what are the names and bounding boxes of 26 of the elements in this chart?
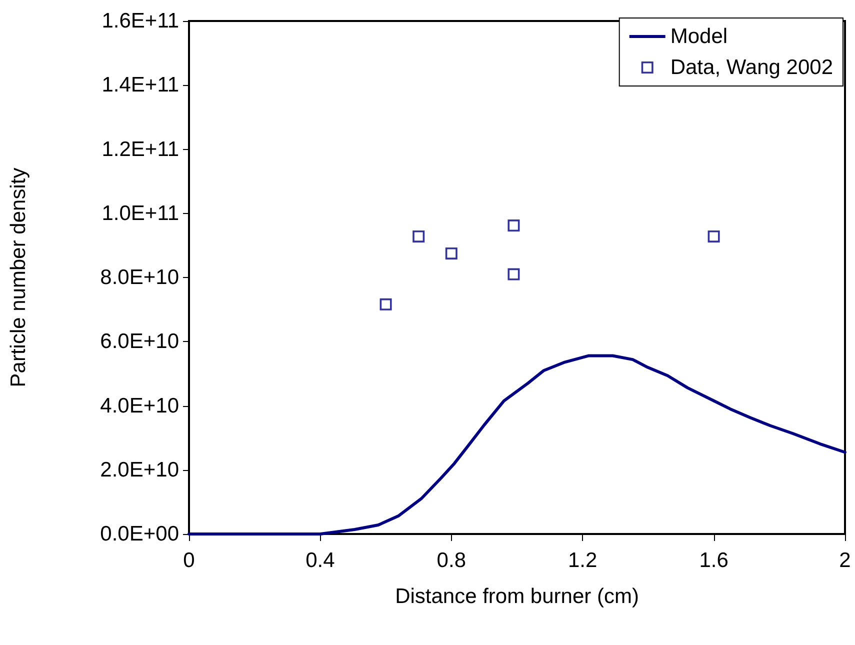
point xyxy=(380,298,392,310)
y-tick-label: 8.0E+10 xyxy=(100,266,179,289)
point xyxy=(445,247,458,260)
y-tick-label: 1.6E+11 xyxy=(102,10,179,32)
legend-label: Model xyxy=(670,25,728,48)
y-tick-label: 1.0E+11 xyxy=(102,202,179,225)
legend-label: Data, Wang 2002 xyxy=(670,56,834,79)
x-tick-label: 2 xyxy=(839,549,851,572)
y-tick-label: 0.0E+00 xyxy=(100,522,179,546)
y-tick-label: 6.0E+10 xyxy=(100,330,179,354)
line-series xyxy=(188,354,846,536)
y-tick-label: 1.2E+11 xyxy=(102,138,179,161)
x-tick-label: 0.4 xyxy=(306,549,336,572)
y-tick-label: 2.0E+10 xyxy=(100,458,179,482)
y-tick-label: 1.4E+11 xyxy=(102,74,179,97)
point xyxy=(412,230,425,242)
x-tick-label: 0.8 xyxy=(436,549,466,572)
point xyxy=(508,220,520,232)
x-axis-title: Distance from burner (cm) xyxy=(395,585,639,608)
y-axis-title: Particle number density xyxy=(7,167,30,388)
point xyxy=(708,230,720,242)
x-tick-label: 1.2 xyxy=(568,549,598,572)
point xyxy=(508,268,520,280)
y-tick-label: 4.0E+10 xyxy=(100,394,179,418)
x-tick-label: 0 xyxy=(183,549,195,572)
x-tick-label: 1.6 xyxy=(699,549,728,572)
